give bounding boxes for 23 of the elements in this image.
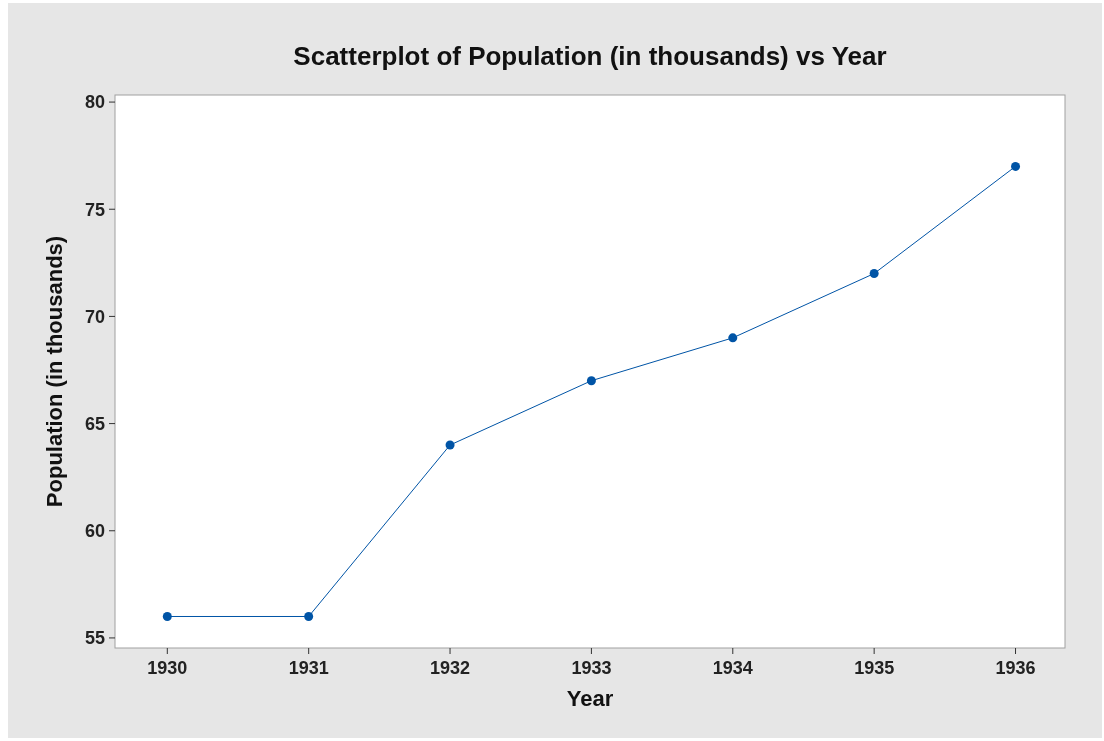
chart-title: Scatterplot of Population (in thousands) vs Year bbox=[293, 41, 887, 71]
y-axis-title: Population (in thousands) bbox=[42, 235, 67, 508]
x-tick-label: 1931 bbox=[288, 658, 329, 678]
y-tick-label: 75 bbox=[84, 199, 105, 220]
x-tick-label: 1934 bbox=[712, 658, 753, 678]
y-tick-label: 70 bbox=[84, 306, 105, 327]
point bbox=[728, 333, 738, 343]
y-tick-label: 80 bbox=[84, 92, 105, 113]
point bbox=[162, 611, 172, 621]
x-tick-label: 1935 bbox=[854, 658, 895, 678]
point bbox=[304, 611, 314, 621]
x-tick-label: 1930 bbox=[147, 658, 188, 678]
x-tick-label: 1936 bbox=[995, 658, 1036, 678]
y-tick-label: 65 bbox=[84, 413, 105, 434]
point bbox=[445, 440, 455, 450]
point bbox=[869, 269, 879, 279]
x-axis-title: Year bbox=[566, 686, 614, 711]
x-tick-label: 1932 bbox=[430, 658, 471, 678]
y-tick-label: 55 bbox=[84, 628, 105, 649]
x-tick-label: 1933 bbox=[571, 658, 612, 678]
y-tick-label: 60 bbox=[84, 521, 105, 542]
point bbox=[586, 376, 596, 386]
point bbox=[1011, 161, 1021, 171]
